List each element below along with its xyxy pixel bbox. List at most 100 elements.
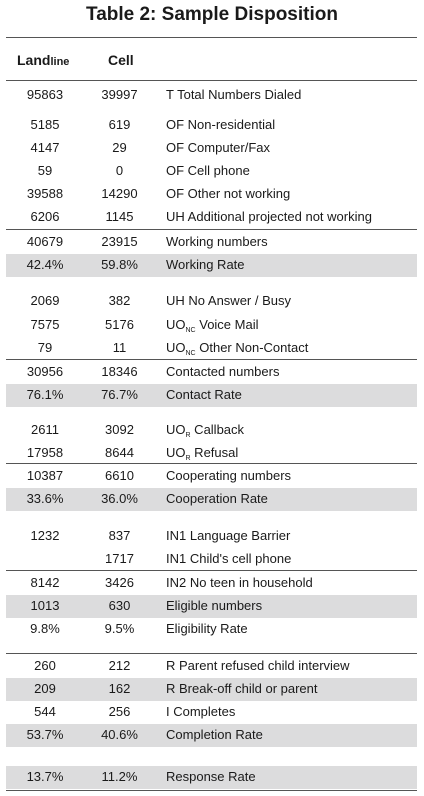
cell-value: 162	[108, 681, 131, 696]
landline-value: 40679	[26, 234, 64, 249]
cell-value: 36.0%	[101, 491, 138, 506]
cell-value: 212	[108, 658, 131, 673]
table-row: 2069 382 UH No Answer / Busy	[6, 290, 417, 313]
table-row: 8142 3426 IN2 No teen in household	[6, 572, 417, 595]
cell-value: 11.2%	[101, 769, 138, 784]
row-label: Working Rate	[166, 257, 245, 272]
landline-value: 53.7%	[26, 727, 64, 742]
section-rule	[6, 653, 417, 654]
landline-value: 79	[37, 340, 53, 355]
landline-value: 9.8%	[30, 621, 60, 636]
table-row: 1232 837 IN1 Language Barrier	[6, 525, 417, 548]
landline-value: 260	[34, 658, 56, 673]
row-label: R Break-off child or parent	[166, 681, 318, 696]
row-label: R Parent refused child interview	[166, 658, 350, 673]
row-label: I Completes	[166, 704, 236, 719]
row-label: UONC Voice Mail	[166, 317, 259, 334]
landline-value: 209	[34, 681, 56, 696]
row-label: IN1 Child's cell phone	[166, 551, 292, 566]
bottom-rule	[6, 790, 417, 791]
table-row: 544 256 I Completes	[6, 701, 417, 724]
table-row: 4147 29 OF Computer/Fax	[6, 137, 417, 160]
cell-value: 5176	[105, 317, 134, 332]
cell-value: 630	[108, 598, 131, 613]
table-row: 13.7% 11.2% Response Rate	[6, 766, 417, 789]
landline-value: 59	[37, 163, 53, 178]
column-header-cell: Cell	[108, 52, 134, 68]
table-row: 95863 39997 T Total Numbers Dialed	[6, 84, 417, 107]
landline-value: 2611	[31, 422, 59, 437]
row-label: UOR Callback	[166, 422, 245, 439]
table-row: 76.1% 76.7% Contact Rate	[6, 384, 417, 407]
table-row: 5185 619 OF Non-residential	[6, 114, 417, 137]
landline-value: 10387	[26, 468, 64, 483]
row-label: Cooperation Rate	[166, 491, 268, 506]
row-label: OF Other not working	[166, 186, 291, 201]
landline-value: 1232	[30, 528, 60, 543]
row-label: UOR Refusal	[166, 445, 239, 462]
landline-value: 5185	[30, 117, 60, 132]
table-row: 10387 6610 Cooperating numbers	[6, 465, 417, 488]
landline-value: 4147	[30, 140, 60, 155]
landline-value: 544	[34, 704, 56, 719]
landline-value: 13.7%	[26, 769, 64, 784]
row-label: OF Cell phone	[166, 163, 250, 178]
landline-value: 7575	[30, 317, 60, 332]
landline-header-small: line	[50, 56, 70, 68]
landline-value: 39588	[26, 186, 64, 201]
table-row: 30956 18346 Contacted numbers	[6, 361, 417, 384]
row-label: Contact Rate	[166, 387, 242, 402]
cell-value: 0	[115, 163, 124, 178]
row-label: UH No Answer / Busy	[166, 293, 291, 308]
landline-value: 2069	[30, 293, 60, 308]
row-label: IN2 No teen in household	[166, 575, 313, 590]
row-label: Working numbers	[166, 234, 268, 249]
cell-value: 9.5%	[104, 621, 135, 636]
cell-value: 3092	[105, 422, 134, 437]
cell-value: 40.6%	[101, 727, 138, 742]
table-row: 59 0 OF Cell phone	[6, 160, 417, 183]
table-row: 260 212 R Parent refused child interview	[6, 655, 417, 678]
cell-value: 59.8%	[101, 257, 138, 272]
cell-value: 3426	[105, 575, 134, 590]
row-label: T Total Numbers Dialed	[166, 87, 302, 102]
cell-value: 1145	[105, 209, 134, 224]
table-title: Table 2: Sample Disposition	[86, 4, 338, 25]
section-rule	[6, 229, 417, 230]
table-row: 79 11 UONC Other Non-Contact	[6, 337, 417, 360]
cell-value: 619	[108, 117, 131, 132]
section-rule	[6, 570, 417, 571]
cell-value: 382	[108, 293, 131, 308]
table-row: 1717 IN1 Child's cell phone	[6, 548, 417, 571]
row-label: UONC Other Non-Contact	[166, 340, 309, 357]
row-label: Eligible numbers	[166, 598, 263, 613]
cell-value: 39997	[101, 87, 138, 102]
row-label: OF Computer/Fax	[166, 140, 271, 155]
landline-value: 76.1%	[26, 387, 64, 402]
table-row: 2611 3092 UOR Callback	[6, 419, 417, 442]
top-rule	[6, 37, 417, 38]
cell-value: 18346	[101, 364, 138, 379]
cell-value: 29	[112, 140, 127, 155]
landline-value: 30956	[26, 364, 64, 379]
cell-value: 837	[108, 528, 131, 543]
landline-header-main: Land	[17, 52, 51, 68]
landline-value: 33.6%	[26, 491, 64, 506]
table-row: 7575 5176 UONC Voice Mail	[6, 314, 417, 337]
table-row: 42.4% 59.8% Working Rate	[6, 254, 417, 277]
row-label: OF Non-residential	[166, 117, 276, 132]
table-row: 33.6% 36.0% Cooperation Rate	[6, 488, 417, 511]
row-label: Completion Rate	[166, 727, 263, 742]
cell-value: 11	[112, 340, 127, 355]
header-rule	[6, 80, 417, 81]
table-row: 53.7% 40.6% Completion Rate	[6, 724, 417, 747]
table-row: 6206 1145 UH Additional projected not wo…	[6, 206, 417, 229]
cell-value: 6610	[105, 468, 134, 483]
landline-value: 6206	[30, 209, 60, 224]
column-header-landline: Landline	[17, 52, 69, 68]
cell-value: 14290	[101, 186, 138, 201]
landline-value: 8142	[30, 575, 60, 590]
row-label: Response Rate	[166, 769, 256, 784]
landline-value: 95863	[26, 87, 64, 102]
row-label: Eligibility Rate	[166, 621, 248, 636]
